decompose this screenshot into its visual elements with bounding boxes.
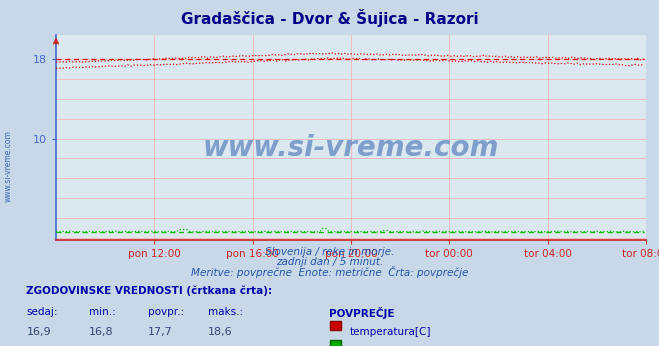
Text: min.:: min.: [89, 307, 116, 317]
Text: 18,6: 18,6 [208, 327, 232, 337]
Text: POVPREČJE: POVPREČJE [330, 307, 395, 319]
Text: maks.:: maks.: [208, 307, 243, 317]
Text: Gradaščica - Dvor & Šujica - Razori: Gradaščica - Dvor & Šujica - Razori [181, 9, 478, 27]
Text: ZGODOVINSKE VREDNOSTI (črtkana črta):: ZGODOVINSKE VREDNOSTI (črtkana črta): [26, 285, 272, 296]
Text: www.si-vreme.com: www.si-vreme.com [203, 134, 499, 162]
Text: zadnji dan / 5 minut.: zadnji dan / 5 minut. [276, 257, 383, 267]
Text: www.si-vreme.com: www.si-vreme.com [3, 130, 13, 202]
Text: 16,8: 16,8 [89, 327, 113, 337]
Text: sedaj:: sedaj: [26, 307, 58, 317]
Text: Meritve: povprečne  Enote: metrične  Črta: povprečje: Meritve: povprečne Enote: metrične Črta:… [191, 266, 468, 279]
Text: 17,7: 17,7 [148, 327, 173, 337]
Text: Slovenija / reke in morje.: Slovenija / reke in morje. [265, 247, 394, 257]
Text: temperatura[C]: temperatura[C] [349, 327, 431, 337]
Text: povpr.:: povpr.: [148, 307, 185, 317]
Text: 16,9: 16,9 [26, 327, 51, 337]
